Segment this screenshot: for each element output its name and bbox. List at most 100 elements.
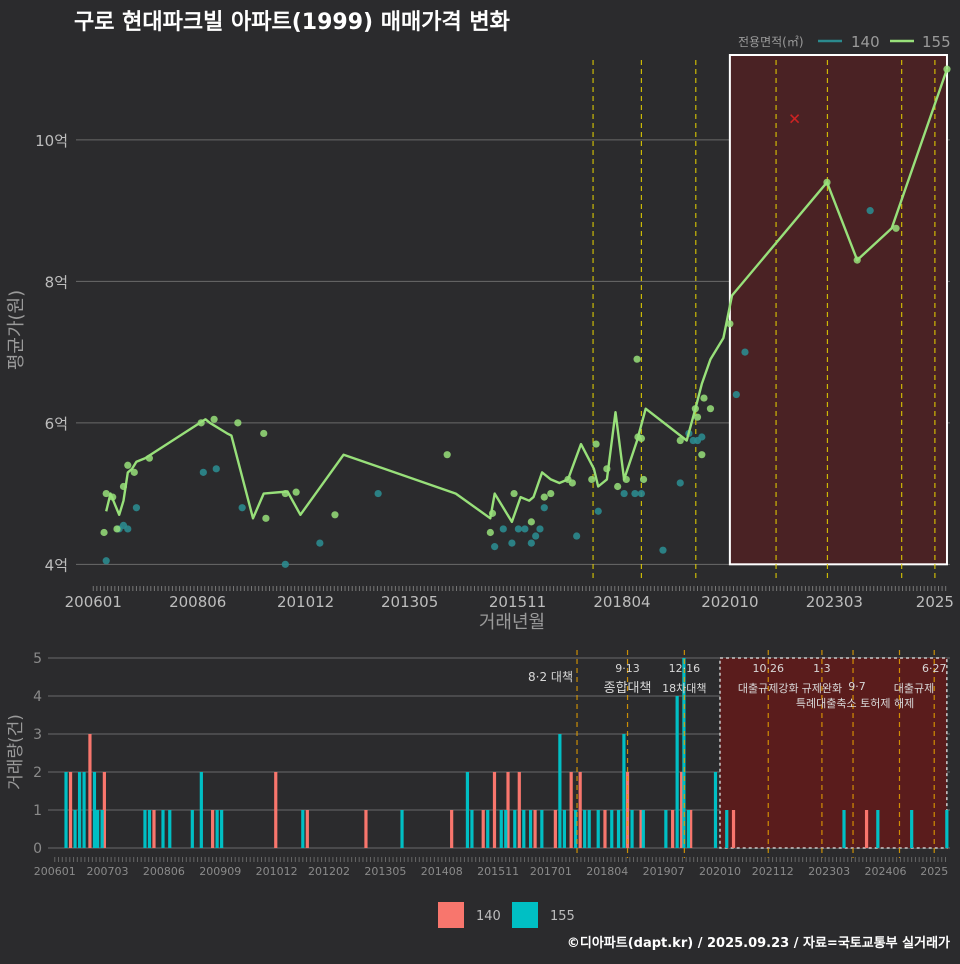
volume-x-tick-label: 201202 — [308, 865, 350, 878]
volume-bar-155 — [161, 810, 165, 848]
policy-date-label: 1·3 — [813, 662, 831, 675]
point-140 — [631, 489, 639, 498]
volume-x-tick-label: 202406 — [865, 865, 907, 878]
volume-x-tick-label: 200601 — [34, 865, 76, 878]
point-155 — [691, 405, 699, 413]
volume-x-tick-label: 202303 — [808, 865, 850, 878]
chart-title: 구로 현대파크빌 아파트(1999) 매매가격 변화 — [74, 10, 510, 35]
volume-bar-140 — [553, 810, 557, 848]
point-155 — [124, 461, 132, 469]
volume-bar-155 — [587, 810, 591, 848]
point-140 — [532, 532, 540, 540]
point-140 — [536, 525, 544, 533]
point-140 — [620, 489, 628, 498]
volume-bar-140 — [492, 772, 497, 848]
price-chart: 4억 6억 8억 10억 200601 200806 201012 201305 201511 2… — [35, 54, 954, 611]
point-155 — [568, 479, 576, 487]
volume-highlight-region — [719, 657, 948, 849]
volume-bar-155 — [147, 810, 152, 848]
volume-bar-155 — [562, 810, 566, 848]
point-155 — [676, 436, 684, 445]
volume-bar-140 — [68, 772, 73, 848]
volume-bar-155 — [220, 810, 224, 848]
point-155 — [145, 454, 153, 462]
legend-swatch-155 — [512, 902, 538, 928]
volume-bar-140 — [569, 772, 573, 848]
policy-date-label: 8·2 대책 — [528, 669, 573, 684]
volume-bar-140 — [102, 772, 106, 848]
policy-text-label: 특례대출축소 토허제 해제 — [796, 696, 914, 710]
point-155 — [527, 518, 535, 526]
point-140 — [573, 532, 581, 540]
point-140 — [514, 525, 522, 533]
volume-x-tick-label: 202112 — [752, 865, 794, 878]
volume-bar-140 — [481, 810, 485, 848]
point-140 — [491, 543, 499, 551]
volume-bar-155 — [616, 810, 621, 848]
volume-x-tick-label: 201511 — [477, 865, 519, 878]
volume-bar-155 — [64, 772, 68, 848]
policy-date-label: 9·7 — [848, 680, 866, 693]
point-140 — [676, 479, 684, 487]
volume-bar-155 — [876, 810, 880, 848]
volume-x-tick-label: 201907 — [643, 865, 685, 878]
volume-x-tick-label: 200703 — [87, 865, 129, 878]
volume-bar-140 — [211, 810, 215, 848]
point-155 — [693, 413, 702, 421]
x-tick-label: 200806 — [169, 593, 226, 611]
legend-label-155: 155 — [922, 33, 951, 51]
volume-bar-140 — [517, 772, 521, 848]
volume-bar-155 — [664, 810, 668, 848]
volume-bar-140 — [305, 810, 309, 848]
point-155 — [622, 475, 630, 484]
volume-y-tick-label: 0 — [33, 841, 42, 857]
point-155 — [197, 419, 205, 427]
legend-label-140: 140 — [851, 33, 880, 51]
point-155 — [113, 525, 121, 533]
x-tick-label: 201511 — [489, 593, 546, 611]
point-140 — [659, 546, 667, 554]
legend-title: 전용면적(㎡) — [738, 35, 804, 49]
point-155 — [823, 178, 831, 186]
volume-bar-155 — [522, 810, 526, 848]
volume-bar-155 — [199, 772, 203, 848]
volume-x-tick-label: 201305 — [364, 865, 406, 878]
volume-y-tick-label: 3 — [33, 727, 42, 743]
point-155 — [262, 514, 270, 522]
volume-bar-140 — [671, 810, 675, 848]
volume-bar-155 — [842, 810, 846, 848]
volume-bar-155 — [945, 810, 949, 848]
policy-text-label: 대출규제 — [894, 682, 934, 695]
volume-bar-155 — [143, 810, 147, 848]
point-140 — [124, 525, 132, 533]
policy-text-label: 종합대책 — [604, 681, 652, 696]
volume-bar-140 — [533, 810, 537, 848]
volume-bar-155 — [528, 810, 533, 848]
point-155 — [292, 488, 300, 496]
y-axis-label: 평균가(원) — [6, 290, 27, 370]
volume-bar-140 — [578, 772, 582, 848]
point-155 — [210, 415, 218, 423]
point-140 — [741, 348, 749, 356]
volume-bar-155 — [630, 810, 634, 848]
policy-date-label: 10·26 — [752, 662, 784, 675]
point-155 — [726, 320, 734, 328]
point-155 — [331, 511, 339, 519]
volume-bar-155 — [465, 772, 470, 848]
volume-bar-140 — [603, 810, 607, 848]
point-155 — [488, 509, 497, 517]
volume-bar-155 — [910, 810, 914, 848]
volume-bar-140 — [152, 810, 156, 848]
volume-bar-155 — [486, 810, 490, 848]
point-155 — [639, 475, 648, 484]
volume-bar-140 — [274, 772, 278, 848]
point-155 — [486, 528, 494, 537]
point-155 — [706, 405, 715, 413]
x-tick-label: 2025 — [916, 593, 954, 611]
policy-text-label: 규제완화 — [802, 682, 842, 695]
volume-bar-155 — [499, 810, 503, 848]
point-140 — [374, 489, 382, 498]
point-155 — [234, 419, 242, 427]
volume-bar-155 — [190, 810, 194, 848]
